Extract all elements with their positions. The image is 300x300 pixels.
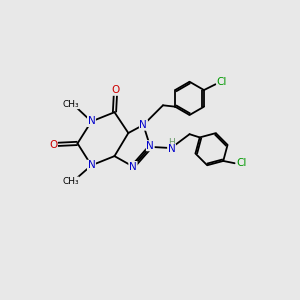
Text: CH₃: CH₃ (62, 100, 79, 109)
Text: N: N (140, 120, 147, 130)
Text: N: N (129, 161, 137, 172)
Text: N: N (168, 144, 176, 154)
Text: N: N (88, 116, 95, 127)
Text: N: N (146, 141, 154, 151)
Text: Cl: Cl (236, 158, 247, 168)
Text: H: H (168, 139, 175, 148)
Text: Cl: Cl (217, 77, 227, 87)
Text: CH₃: CH₃ (62, 177, 79, 186)
Text: O: O (112, 85, 120, 95)
Text: N: N (88, 160, 95, 170)
Text: N: N (129, 161, 137, 172)
Text: N: N (88, 160, 95, 170)
Text: O: O (49, 140, 57, 150)
Text: N: N (88, 116, 95, 127)
Text: N: N (140, 120, 147, 130)
